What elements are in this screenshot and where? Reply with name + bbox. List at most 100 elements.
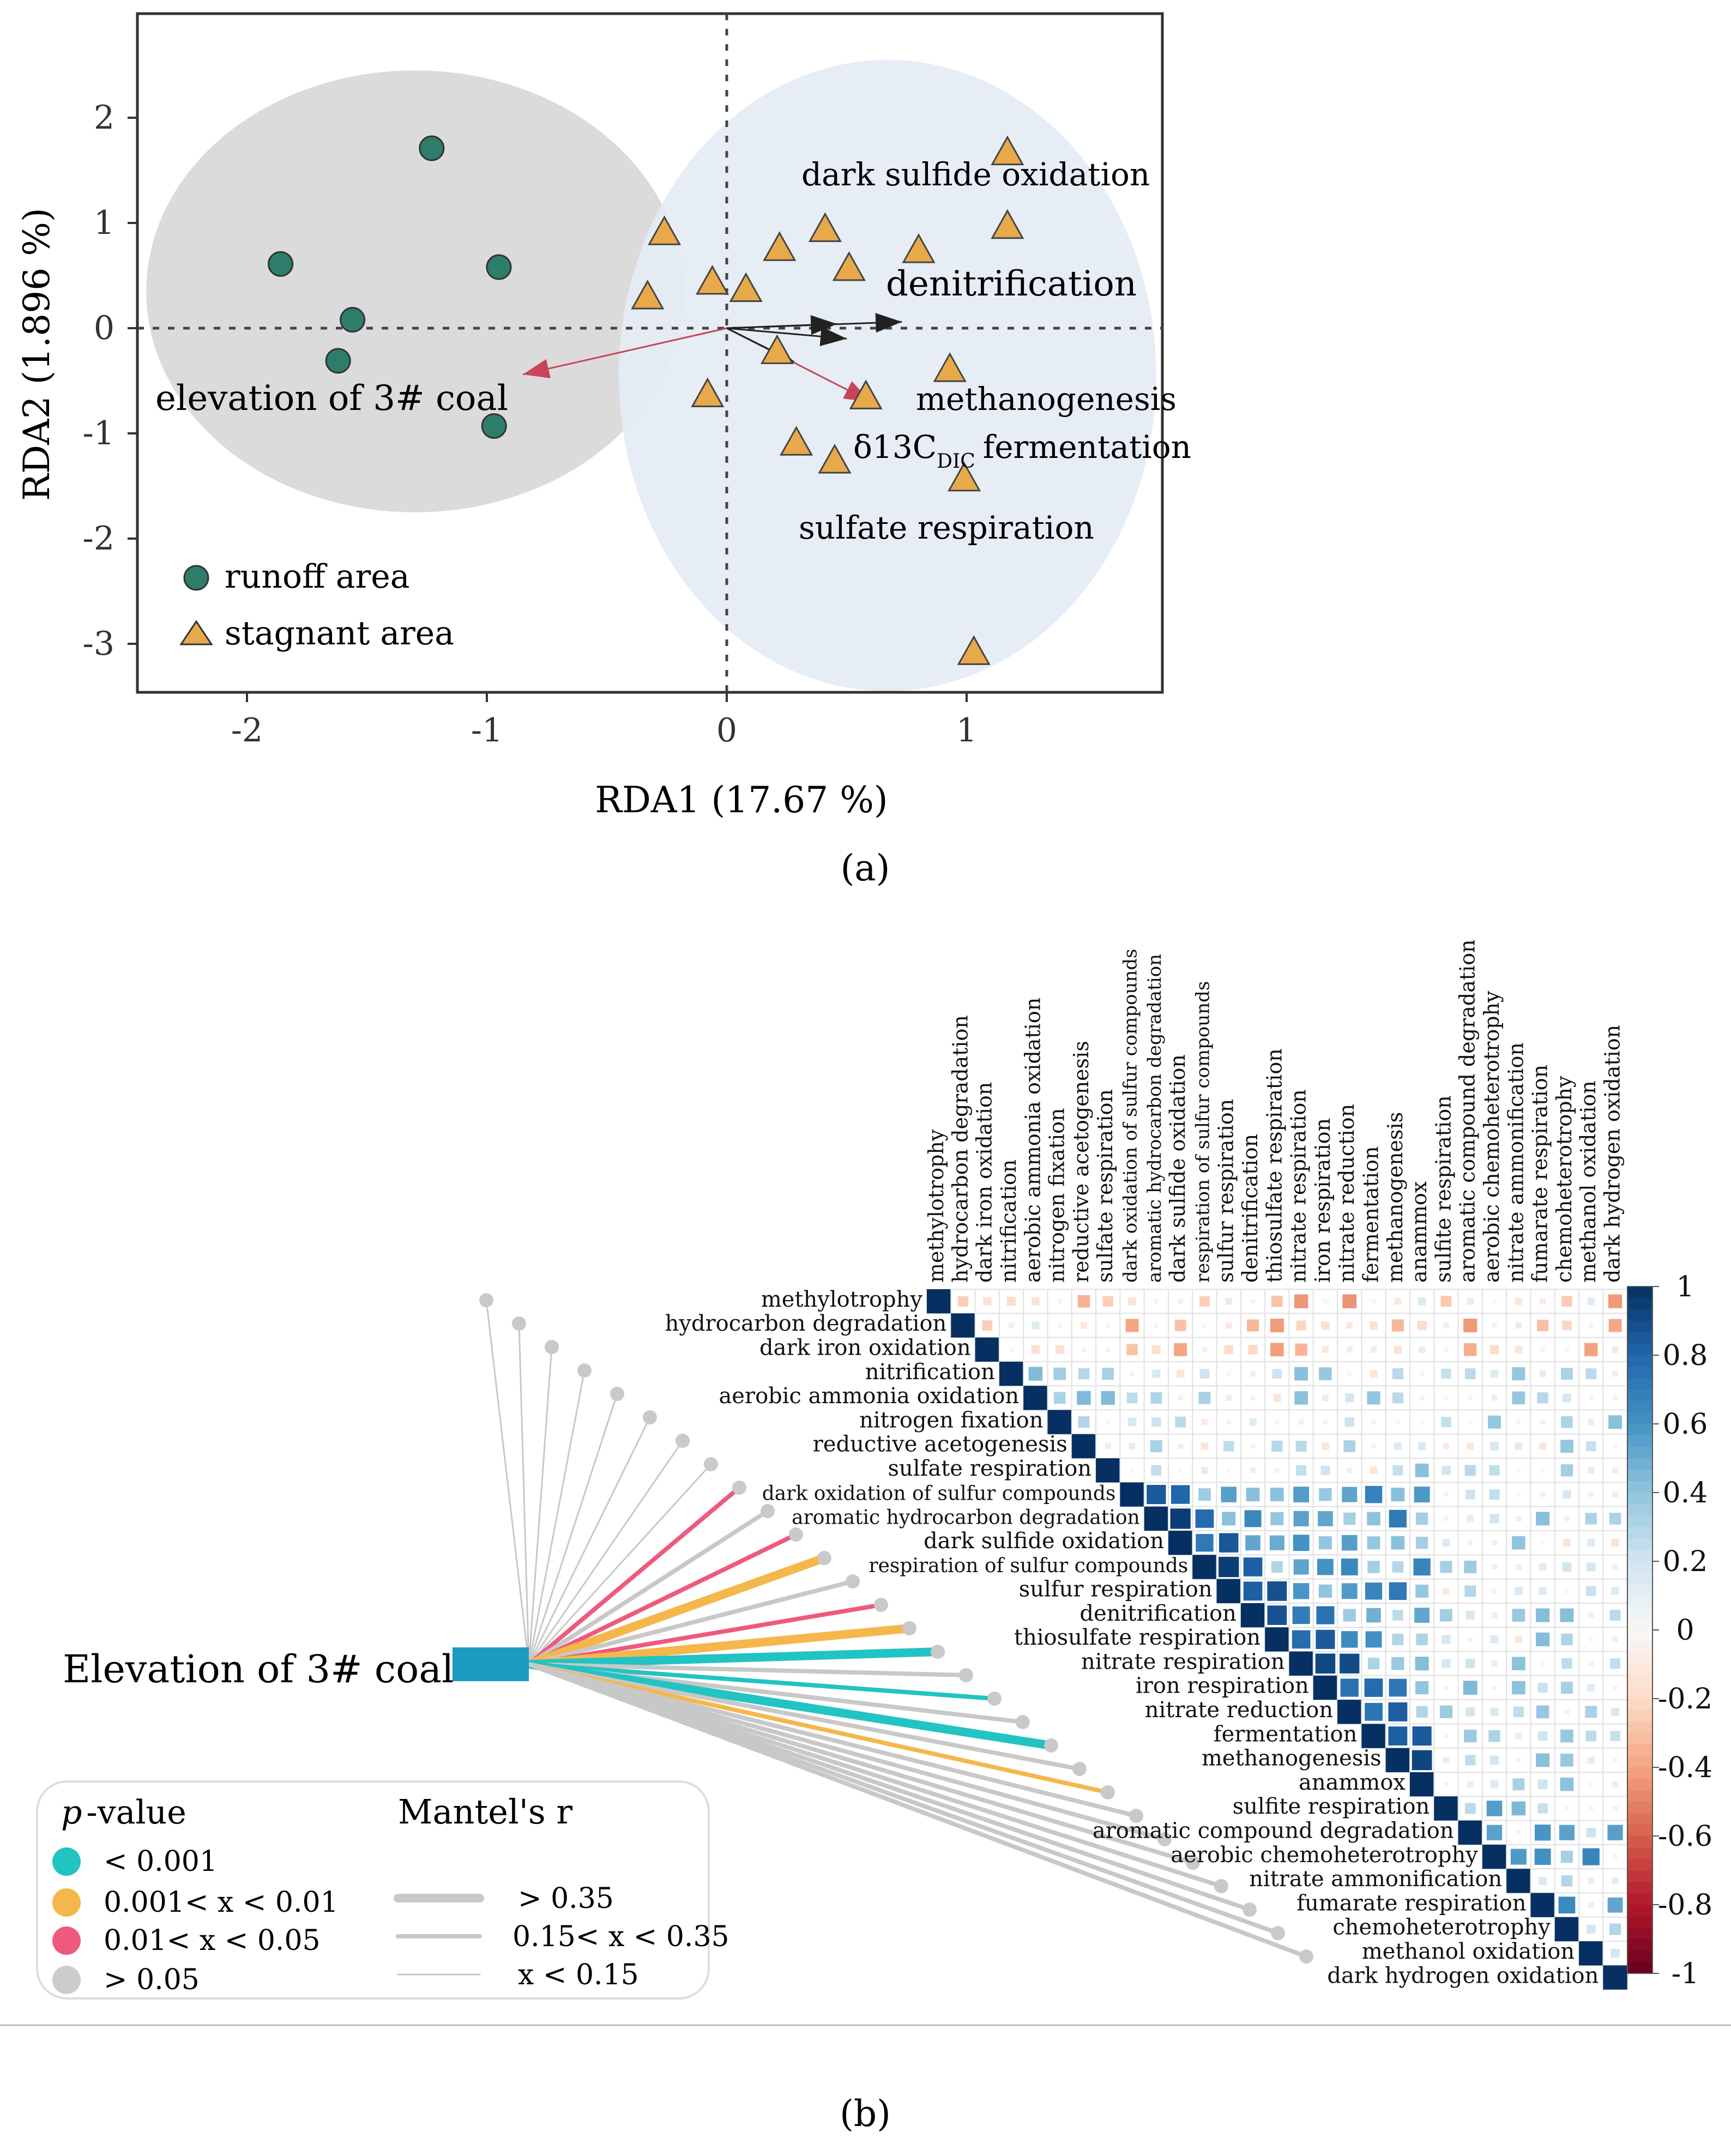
heatmap-square (1613, 1855, 1618, 1859)
heatmap-square (1196, 1533, 1214, 1552)
heatmap-square (1316, 1629, 1335, 1649)
heatmap-square (1613, 1758, 1618, 1762)
heatmap-square (1444, 1492, 1449, 1497)
heatmap-square (1289, 1651, 1313, 1676)
colorbar-segment (1627, 1367, 1652, 1379)
heatmap-square (1371, 1444, 1376, 1449)
heatmap-cell (1578, 1796, 1604, 1821)
heatmap-square (1516, 1758, 1521, 1763)
heatmap-square (1319, 1367, 1332, 1380)
heatmap-square (1346, 1322, 1353, 1329)
mantel-link (528, 1662, 1307, 1959)
heatmap-square (1293, 1487, 1310, 1502)
heatmap-square (1392, 1561, 1404, 1573)
colorbar-segment (1627, 1493, 1652, 1505)
heatmap-square (1296, 1320, 1306, 1331)
heatmap-square (1463, 1681, 1477, 1695)
mantel-link (528, 1662, 1108, 1795)
colorbar-segment (1627, 1928, 1652, 1940)
mantel-link (528, 1579, 853, 1666)
heatmap-square (1057, 1299, 1062, 1304)
heatmap-square (1491, 1612, 1498, 1618)
heatmap-square (1490, 1635, 1499, 1644)
heatmap-square (1536, 1608, 1550, 1622)
heatmap-square (1318, 1584, 1332, 1598)
colorbar-segment (1627, 1424, 1652, 1436)
heatmap-square (1492, 1589, 1497, 1593)
stagnant-point (631, 279, 665, 310)
heatmap-square (1144, 1506, 1168, 1531)
stagnant-point (729, 272, 763, 303)
colorbar-segment (1627, 1447, 1652, 1459)
mantel-link-node (959, 1668, 973, 1682)
heatmap-square (1530, 1893, 1555, 1917)
heatmap-square (1559, 1825, 1575, 1840)
heatmap-square (1540, 1419, 1546, 1425)
heatmap-square (1391, 1536, 1405, 1550)
mantel-link (528, 1662, 1080, 1771)
heatmap-square (1420, 1372, 1425, 1376)
heatmap-square (1343, 1609, 1356, 1622)
heatmap-square (1560, 1440, 1573, 1453)
mantel-link-node (1299, 1949, 1313, 1964)
heatmap-square (1269, 1535, 1284, 1550)
heatmap-square (1225, 1322, 1232, 1329)
mantel-link-node (1016, 1715, 1030, 1729)
heatmap-square (1539, 1563, 1547, 1571)
heatmap-square (1198, 1392, 1211, 1404)
heatmap-square (1343, 1512, 1356, 1525)
heatmap-square (1128, 1297, 1136, 1306)
row-label: methanogenesis (1202, 1746, 1382, 1771)
heatmap-square (1564, 1516, 1570, 1521)
runoff-point (325, 348, 351, 374)
heatmap-square (1612, 1781, 1619, 1787)
mantel-link (527, 1485, 741, 1666)
row-label: methylotrophy (761, 1287, 923, 1312)
heatmap-square (1537, 1731, 1548, 1741)
heatmap-square (1361, 1724, 1386, 1748)
mantel-link-node (545, 1340, 559, 1354)
heatmap-square (1490, 1707, 1499, 1716)
mantel-link (528, 1662, 1137, 1818)
colorbar-segment (1627, 1332, 1652, 1344)
heatmap-square (1464, 1585, 1476, 1597)
heatmap-square (1198, 1488, 1211, 1501)
heatmap-square (1251, 1299, 1256, 1304)
column-label: respiration of sulfur compounds (1192, 981, 1214, 1283)
legend-stagnant-label: stagnant area (225, 614, 454, 653)
heatmap-square (1413, 1558, 1431, 1576)
row-label: aromatic hydrocarbon degradation (792, 1507, 1140, 1529)
heatmap-square (1587, 1297, 1595, 1305)
heatmap-square (1458, 1820, 1482, 1845)
heatmap-square (1512, 1657, 1525, 1670)
heatmap-square (1539, 1370, 1546, 1377)
colorbar-segment (1627, 1836, 1652, 1848)
heatmap-square (1512, 1681, 1525, 1695)
heatmap-square (1006, 1297, 1016, 1306)
heatmap-square (1588, 1613, 1594, 1618)
colorbar-segment (1627, 1939, 1652, 1951)
colorbar-segment (1627, 1825, 1652, 1837)
heatmap-square (1589, 1323, 1594, 1328)
mantel-link-node (931, 1645, 945, 1659)
heatmap-square (1271, 1440, 1283, 1452)
rda-frame (136, 12, 1164, 694)
heatmap-square (1537, 1779, 1548, 1789)
mantel-link-node (1129, 1809, 1143, 1823)
heatmap-square (1101, 1391, 1115, 1405)
heatmap-square (1341, 1583, 1358, 1599)
heatmap-square (1023, 1386, 1048, 1410)
heatmap-square (1151, 1345, 1161, 1354)
heatmap-square (1492, 1564, 1498, 1570)
heatmap-square (1151, 1465, 1162, 1476)
heatmap-square (1265, 1627, 1289, 1652)
colorbar-segment (1627, 1390, 1652, 1402)
heatmap-square (1080, 1322, 1088, 1329)
row-label: sulfur respiration (1019, 1577, 1213, 1602)
heatmap-square (1171, 1485, 1190, 1504)
p-value-title: p -value (61, 1793, 186, 1832)
mantel-link (528, 1647, 938, 1669)
heatmap-square (982, 1320, 993, 1331)
heatmap-square (1415, 1512, 1428, 1525)
colorbar-segment (1627, 1653, 1652, 1665)
